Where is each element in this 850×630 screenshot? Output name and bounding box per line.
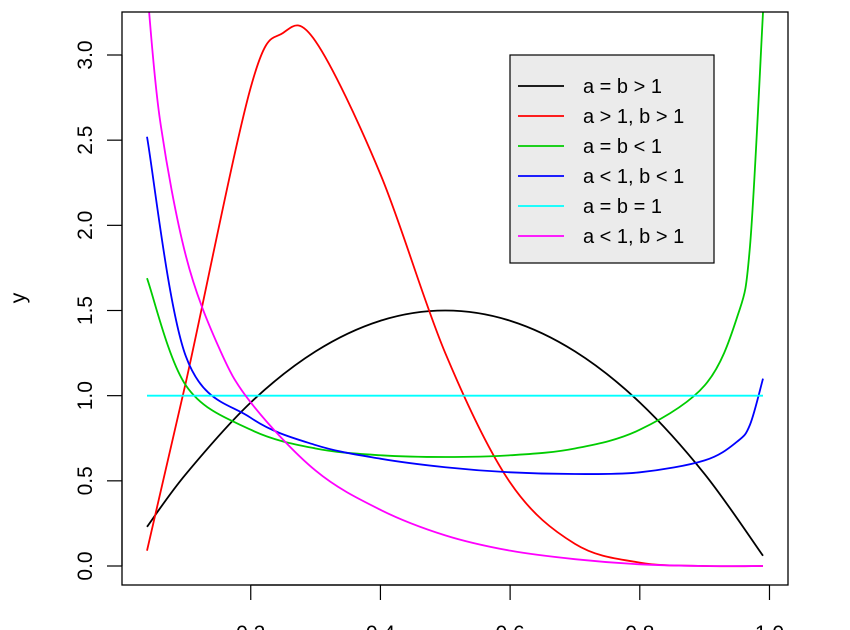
legend-label: a < 1, b < 1 — [583, 166, 684, 188]
legend-label: a = b > 1 — [583, 76, 662, 98]
y-axis: 0.0 0.5 1.0 1.5 2.0 2.5 3.0 — [74, 40, 123, 581]
series-line-3 — [146, 12, 764, 458]
x-tick-label: 0.6 — [496, 622, 525, 630]
series-line-6 — [148, 12, 764, 568]
y-tick-label: 2.0 — [74, 211, 97, 240]
legend-label: a = b < 1 — [583, 136, 662, 158]
x-axis: 0.2 0.4 0.6 0.8 1.0 — [236, 584, 784, 630]
series-layer — [146, 12, 764, 568]
y-tick-label: 1.5 — [74, 296, 97, 325]
y-tick-label: 2.5 — [74, 126, 97, 155]
legend-label: a > 1, b > 1 — [583, 106, 684, 128]
y-tick-label: 3.0 — [74, 40, 97, 69]
legend-label: a = b = 1 — [583, 196, 662, 218]
x-tick-label: 0.8 — [625, 622, 654, 630]
x-tick-label: 1.0 — [755, 622, 784, 630]
x-tick-label: 0.2 — [236, 622, 265, 630]
y-tick-label: 0.0 — [74, 551, 97, 580]
series-line-2 — [146, 24, 764, 568]
y-tick-label: 1.0 — [74, 381, 97, 410]
y-tick-label: 0.5 — [74, 466, 97, 495]
x-tick-label: 0.4 — [366, 622, 396, 630]
legend-label: a < 1, b > 1 — [583, 226, 684, 248]
series-line-1 — [146, 309, 764, 557]
y-axis-title: y — [7, 292, 30, 303]
legend: a = b > 1 a > 1, b > 1 a = b < 1 a < 1, b <… — [509, 54, 715, 264]
legend-box — [509, 54, 715, 264]
